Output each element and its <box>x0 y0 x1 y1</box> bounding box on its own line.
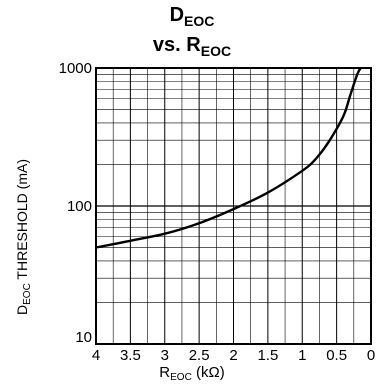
plot-frame <box>95 67 372 345</box>
x-tick-label: 1 <box>298 347 306 364</box>
chart-title-line2: vs. REOC <box>0 34 384 59</box>
x-tick-label: 4 <box>92 347 100 364</box>
x-axis-label-rest: (kΩ) <box>191 364 225 381</box>
y-tick-label: 100 <box>67 198 92 215</box>
chart-title-main-sub: EOC <box>184 13 215 29</box>
series-group <box>95 67 362 249</box>
x-tick-label: 2.5 <box>189 347 210 364</box>
tick-labels: 4 3.5 3 2.5 2 1.5 1 0.5 0 10 100 1000 <box>59 60 376 364</box>
x-tick-label: 0 <box>367 347 375 364</box>
y-axis-label-sub: EOC <box>22 283 33 305</box>
x-tick-label: 2 <box>229 347 237 364</box>
chart-title-vs-sub: EOC <box>200 43 232 59</box>
y-tick-label: 10 <box>75 329 92 346</box>
y-axis-label-rest: THRESHOLD (mA) <box>14 159 30 284</box>
x-tick-label: 3 <box>161 347 169 364</box>
y-axis-label-main: D <box>14 304 30 315</box>
chart-title-vs: vs. R <box>152 34 201 56</box>
x-axis-label-sub: EOC <box>170 372 192 383</box>
x-tick-label: 3.5 <box>120 347 141 364</box>
x-axis-label-main: R <box>159 364 171 381</box>
grid-major <box>96 68 371 344</box>
chart-title-line1: DEOC <box>0 4 384 29</box>
y-axis-label: DEOC THRESHOLD (mA) <box>14 159 33 315</box>
x-tick-label: 0.5 <box>326 347 347 364</box>
series-line-0 <box>95 67 362 249</box>
y-tick-label: 1000 <box>59 60 92 77</box>
chart-title-main: D <box>169 4 185 26</box>
x-axis-label: REOC (kΩ) <box>0 364 384 383</box>
x-tick-label: 1.5 <box>257 347 278 364</box>
